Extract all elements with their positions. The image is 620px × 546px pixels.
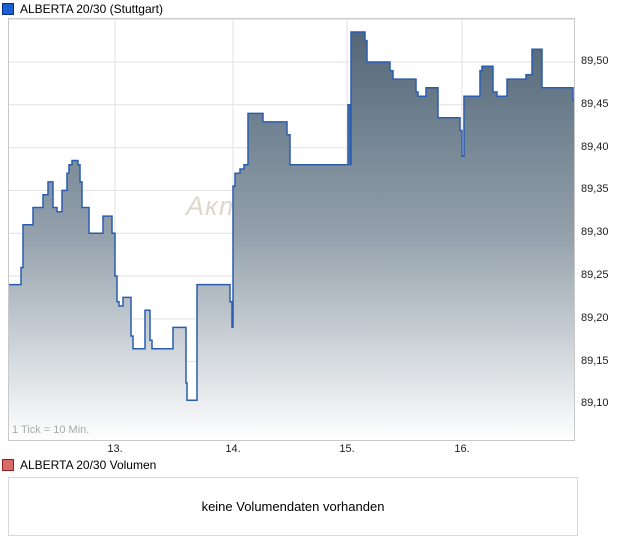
- y-axis-tick-label: 89,15: [581, 354, 609, 367]
- volume-empty-message: keine Volumendaten vorhanden: [201, 499, 385, 514]
- volume-series-marker-icon: [2, 459, 14, 471]
- price-step-line: [8, 31, 575, 401]
- y-axis-tick-label: 89,40: [581, 140, 609, 153]
- price-legend: ALBERTA 20/30 (Stuttgart): [2, 2, 163, 16]
- price-area-fill: [8, 32, 575, 441]
- volume-legend-label: ALBERTA 20/30 Volumen: [20, 458, 157, 472]
- price-chart-plot-area[interactable]: Акт: [8, 18, 575, 441]
- x-axis-day-label: 14.: [225, 443, 241, 455]
- price-legend-label: ALBERTA 20/30 (Stuttgart): [20, 2, 163, 16]
- y-axis-tick-label: 89,20: [581, 311, 609, 324]
- y-axis-tick-label: 89,30: [581, 226, 609, 239]
- x-axis-day-label: 15.: [339, 443, 355, 455]
- x-axis-day-label: 13.: [107, 443, 123, 455]
- y-axis-tick-label: 89,10: [581, 397, 609, 410]
- volume-panel: keine Volumendaten vorhanden: [8, 477, 578, 536]
- y-axis-tick-label: 89,35: [581, 183, 609, 196]
- watermark-text: Акт: [184, 191, 243, 221]
- y-axis-tick-label: 89,25: [581, 269, 609, 282]
- plot-border: [8, 18, 575, 441]
- x-axis-day-label: 16.: [454, 443, 470, 455]
- price-series-marker-icon: [2, 3, 14, 15]
- volume-legend: ALBERTA 20/30 Volumen: [2, 458, 156, 472]
- y-axis-tick-label: 89,45: [581, 97, 609, 110]
- tick-interval-note: 1 Tick = 10 Min.: [12, 424, 90, 436]
- y-axis-tick-label: 89,50: [581, 55, 609, 67]
